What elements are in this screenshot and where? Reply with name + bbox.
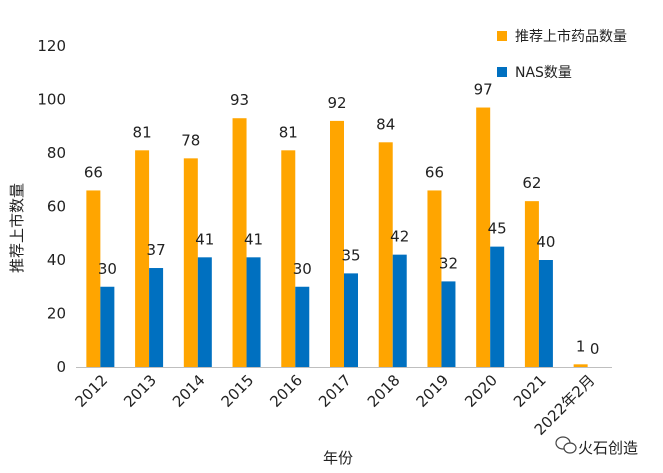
data-label-series0-2021: 62 bbox=[522, 174, 541, 192]
data-label-series0-2013: 81 bbox=[133, 123, 152, 141]
legend-label-0: 推荐上市药品数量 bbox=[515, 28, 627, 45]
bar-series0-2012 bbox=[86, 190, 101, 367]
data-label-series0-2014: 78 bbox=[181, 131, 200, 149]
y-axis-ticks: 0 20 40 60 80 100 120 bbox=[37, 37, 66, 376]
data-label-series1-2016: 30 bbox=[293, 260, 312, 278]
bar-series1-2015 bbox=[246, 257, 261, 367]
watermark-text: 火石创造 bbox=[578, 439, 638, 457]
x-tick-label: 2019 bbox=[413, 371, 453, 411]
wechat-icon bbox=[555, 436, 577, 454]
x-tick-label: 2020 bbox=[461, 371, 501, 411]
y-tick-label: 0 bbox=[56, 358, 66, 376]
bar-series1-2016 bbox=[295, 286, 310, 367]
x-tick-label: 2016 bbox=[266, 371, 306, 411]
data-label-series0-2015: 93 bbox=[230, 91, 249, 109]
data-label-series0-2019: 66 bbox=[425, 163, 444, 181]
bar-series0-2019 bbox=[427, 190, 442, 367]
data-label-series1-2019: 32 bbox=[439, 254, 458, 272]
x-axis-ticks: 2012 2013 2014 2015 2016 2017 2018 2019 2020 2021… bbox=[71, 371, 598, 439]
y-tick-label: 80 bbox=[47, 144, 66, 162]
bar-series1-2019 bbox=[441, 281, 456, 367]
bar-series0-2016 bbox=[281, 150, 296, 367]
bar-series1-2021 bbox=[538, 260, 553, 367]
watermark: 火石创造 bbox=[555, 436, 638, 457]
data-label-series0-2022年2月: 1 bbox=[576, 337, 586, 355]
data-label-series0-2016: 81 bbox=[279, 123, 298, 141]
y-axis-title: 推荐上市数量 bbox=[8, 183, 26, 273]
bar-series0-2017 bbox=[330, 120, 344, 368]
bar-series1-2012 bbox=[100, 286, 115, 367]
y-tick-label: 20 bbox=[47, 305, 66, 323]
x-axis-title: 年份 bbox=[323, 449, 353, 467]
y-tick-label: 40 bbox=[47, 251, 66, 269]
bar-series1-2013 bbox=[149, 268, 164, 367]
data-label-series1-2017: 35 bbox=[341, 246, 360, 264]
bar-series1-2017 bbox=[344, 273, 358, 367]
data-label-series0-2017: 92 bbox=[327, 94, 346, 112]
x-tick-label: 2014 bbox=[169, 371, 209, 411]
y-tick-label: 120 bbox=[37, 37, 66, 55]
data-label-series1-2021: 40 bbox=[536, 233, 555, 251]
data-label-series1-2018: 42 bbox=[390, 228, 409, 246]
data-label-series1-2020: 45 bbox=[488, 220, 507, 238]
x-tick-label: 2012 bbox=[71, 371, 111, 411]
data-label-series0-2018: 84 bbox=[376, 115, 395, 133]
y-tick-label: 60 bbox=[47, 198, 66, 216]
data-label-series1-2014: 41 bbox=[195, 230, 214, 248]
bar-series0-2021 bbox=[524, 201, 539, 367]
data-label-series1-2022年2月: 0 bbox=[590, 340, 600, 358]
bar-series0-2020 bbox=[476, 107, 491, 368]
bar-series1-2014 bbox=[197, 257, 212, 367]
data-label-series0-2012: 66 bbox=[84, 163, 103, 181]
bar-series0-2013 bbox=[135, 150, 150, 367]
legend-label-1: NAS数量 bbox=[515, 65, 572, 81]
bar-series1-2018 bbox=[392, 254, 407, 367]
data-label-series1-2013: 37 bbox=[147, 241, 166, 259]
x-tick-label: 2021 bbox=[510, 371, 550, 411]
legend-swatch-1 bbox=[497, 67, 507, 77]
bar-series1-2020 bbox=[490, 246, 505, 367]
legend-swatch-0 bbox=[497, 31, 507, 41]
legend: 推荐上市药品数量 NAS数量 bbox=[497, 28, 627, 81]
x-tick-label: 2013 bbox=[120, 371, 160, 411]
y-tick-label: 100 bbox=[37, 91, 66, 109]
data-labels-group: 66 30 81 37 78 41 93 41 81 30 92 35 84 42 66 32 97 45 62 40… bbox=[84, 81, 600, 358]
x-tick-label: 2018 bbox=[364, 371, 404, 411]
data-label-series0-2020: 97 bbox=[474, 81, 493, 99]
bar-series0-2022年2月 bbox=[573, 364, 588, 367]
data-label-series1-2012: 30 bbox=[98, 260, 117, 278]
bars-group bbox=[86, 107, 588, 368]
bar-series0-2018 bbox=[378, 142, 393, 367]
data-label-series1-2015: 41 bbox=[244, 230, 263, 248]
bar-series0-2015 bbox=[232, 118, 247, 367]
bar-series0-2014 bbox=[183, 158, 198, 367]
x-tick-label: 2017 bbox=[315, 371, 355, 411]
x-tick-label: 2015 bbox=[218, 371, 258, 411]
